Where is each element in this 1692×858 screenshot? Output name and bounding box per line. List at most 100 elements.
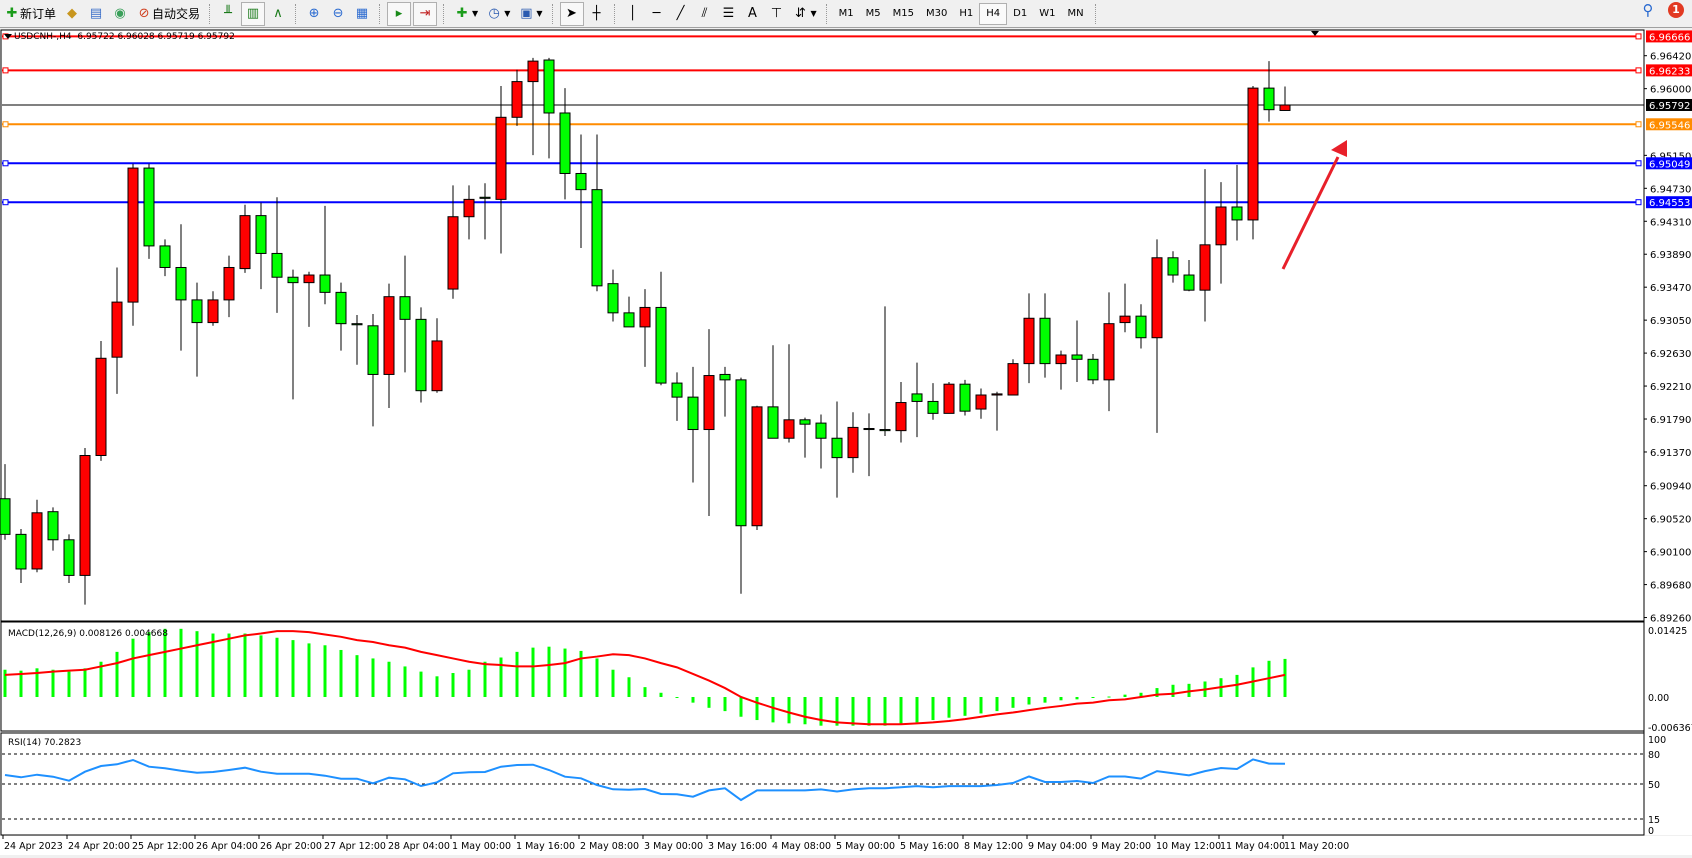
candle: [783, 344, 795, 443]
trendline-button[interactable]: ╱: [670, 3, 692, 25]
candle: [863, 413, 875, 477]
toolbar-separator: [443, 3, 445, 24]
signals-button[interactable]: ◉: [109, 3, 131, 25]
templates-button[interactable]: ▣ ▼: [515, 3, 545, 25]
candlestick-chart-button[interactable]: ▥: [241, 1, 266, 26]
auto-scroll-button[interactable]: ▸: [387, 1, 412, 26]
bar-chart-button[interactable]: ╨: [217, 3, 239, 25]
arrows-button[interactable]: ⇵ ▼: [790, 3, 820, 25]
macd-histogram-bar: [195, 631, 199, 697]
time-tick-label: 1 May 16:00: [516, 841, 575, 852]
vertical-line-button[interactable]: │: [622, 3, 644, 25]
horizontal-line-button[interactable]: ─: [646, 3, 668, 25]
candle-body: [0, 498, 11, 535]
clock-icon: ◷: [488, 5, 500, 21]
gold-bars-icon: ◆: [67, 5, 78, 21]
macd-histogram-bar: [643, 687, 647, 697]
fibonacci-icon: ☰: [722, 5, 735, 21]
zoom-out-button[interactable]: ⊖: [327, 3, 349, 25]
periods-button[interactable]: ◷ ▼: [483, 3, 513, 25]
navigator-button[interactable]: ▤: [85, 3, 107, 25]
candle: [399, 255, 411, 373]
candle-body: [111, 301, 123, 358]
timeframe-m1[interactable]: M1: [838, 7, 854, 19]
candle: [1247, 85, 1259, 240]
time-tick-label: 3 May 00:00: [644, 841, 703, 852]
candle-body: [287, 276, 299, 284]
timeframe-m15[interactable]: M15: [892, 7, 915, 19]
macd-histogram-bar: [1059, 697, 1063, 701]
line-chart-button[interactable]: ∧: [267, 3, 289, 25]
macd-histogram-bar: [51, 669, 55, 697]
candle: [319, 205, 331, 305]
macd-histogram-bar: [915, 697, 919, 723]
timeframe-m30[interactable]: M30: [926, 7, 948, 19]
candle: [831, 401, 843, 498]
auto-trading-button[interactable]: ⊘ 自动交易: [133, 3, 203, 25]
template-icon: ▣: [520, 5, 533, 21]
cursor-button[interactable]: ➤: [559, 1, 584, 26]
timeframe-d1[interactable]: D1: [1013, 7, 1028, 19]
toolbar: ✚ 新订单 ◆ ▤ ◉ ⊘ 自动交易 ╨ ▥ ∧ ⊕ ⊖ ▦ ▸ ⇥ ✚ ▼ ◷ ▼…: [0, 0, 1692, 28]
macd-histogram-bar: [931, 697, 935, 721]
candle: [111, 267, 123, 394]
macd-label: MACD(12,26,9) 0.008126 0.004668: [8, 629, 168, 639]
macd-histogram-bar: [547, 646, 551, 697]
chart-ohlc: 6.95722 6.96028 6.95719 6.95792: [77, 32, 235, 42]
tile-windows-button[interactable]: ▦: [351, 3, 373, 25]
price-tick-label: 6.93050: [1650, 316, 1691, 327]
timeframe-h1[interactable]: H1: [959, 7, 974, 19]
timeframe-w1[interactable]: W1: [1039, 7, 1056, 19]
candle: [959, 379, 971, 416]
rsi-tick-label: 100: [1648, 735, 1666, 746]
tile-windows-icon: ▦: [355, 5, 369, 21]
right-tools: ⚲ 1: [1640, 2, 1684, 18]
fibonacci-button[interactable]: ☰: [718, 3, 740, 25]
macd-histogram-bar: [275, 637, 279, 697]
new-order-button[interactable]: ✚ 新订单: [1, 3, 59, 25]
candle-body: [863, 428, 875, 431]
line-handle-right: [1635, 160, 1642, 167]
text-label-button[interactable]: ⊤: [766, 3, 788, 25]
equidistant-channel-button[interactable]: ⫽: [694, 3, 716, 25]
macd-histogram-bar: [371, 658, 375, 697]
zoom-in-button[interactable]: ⊕: [303, 3, 325, 25]
macd-histogram-bar: [771, 697, 775, 723]
notification-badge[interactable]: 1: [1668, 2, 1684, 18]
macd-histogram-bar: [595, 658, 599, 697]
candle-body: [655, 306, 667, 384]
candle-body: [1167, 257, 1179, 276]
indicators-button[interactable]: ✚ ▼: [451, 3, 481, 25]
line-handle-left: [2, 160, 9, 167]
macd-histogram-bar: [819, 697, 823, 726]
candle: [1167, 251, 1179, 283]
macd-histogram-bar: [739, 697, 743, 717]
candle: [543, 57, 555, 159]
candle-body: [175, 266, 187, 301]
candle-body: [1231, 206, 1243, 221]
timeframe-m5[interactable]: M5: [865, 7, 881, 19]
candle-body: [527, 60, 539, 83]
text-button[interactable]: A: [742, 3, 764, 25]
macd-histogram-bar: [115, 651, 119, 697]
market-watch-button[interactable]: ◆: [61, 3, 83, 25]
timeframe-h4[interactable]: H4: [979, 2, 1008, 25]
search-icon[interactable]: ⚲: [1642, 1, 1654, 19]
chart-shift-button[interactable]: ⇥: [413, 1, 438, 26]
time-tick-label: 26 Apr 04:00: [196, 841, 258, 852]
candle-body: [639, 306, 651, 328]
candle: [335, 282, 347, 351]
candle: [479, 183, 491, 240]
timeframe-mn[interactable]: MN: [1067, 7, 1084, 19]
candle: [1055, 350, 1067, 390]
rsi-tick-label: 50: [1648, 780, 1660, 791]
candle-body: [991, 393, 1003, 396]
chart-area[interactable]: 6.96420 6.96000 6.95150 6.94730 6.94310 6.938…: [0, 28, 1692, 858]
candle-body: [1263, 87, 1275, 111]
candle: [943, 382, 955, 414]
candle: [415, 307, 427, 403]
rsi-line: [4, 758, 1286, 802]
crosshair-button[interactable]: ┼: [586, 3, 608, 25]
rsi-tick-label: 0: [1648, 826, 1654, 837]
macd-histogram-bar: [1043, 697, 1047, 703]
